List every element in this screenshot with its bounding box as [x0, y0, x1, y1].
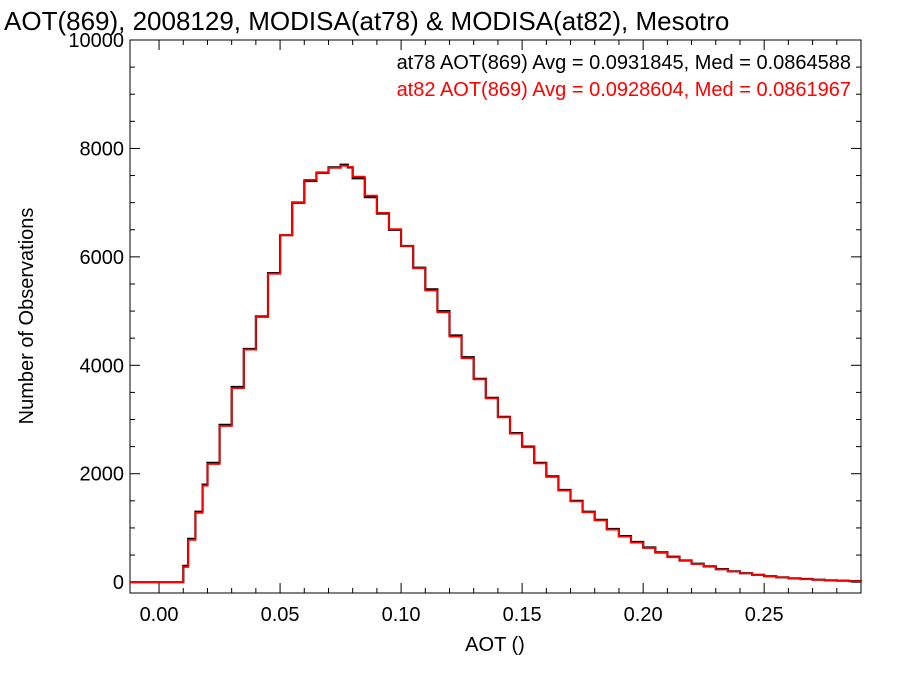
series-at78-line — [130, 163, 863, 584]
x-axis-label: AOT () — [465, 634, 525, 656]
annotation-at78: at78 AOT(869) Avg = 0.0931845, Med = 0.0… — [397, 52, 851, 74]
x-tick-label: 0.05 — [261, 604, 300, 626]
y-axis-label: Number of Observations — [16, 208, 38, 425]
plot-frame — [129, 39, 862, 594]
plot-area: 0.00 0.05 0.10 0.15 0.20 0.25 0 2000 4000 6000 800… — [68, 30, 863, 626]
x-tick-label: 0.10 — [382, 604, 421, 626]
y-tick-label: 2000 — [80, 464, 125, 486]
chart-title: AOT(869), 2008129, MODISA(at78) & MODISA… — [4, 6, 729, 36]
y-tick-label: 4000 — [80, 355, 125, 377]
y-tick-label: 10000 — [68, 30, 124, 52]
x-tick-label: 0.25 — [745, 604, 784, 626]
x-tick-label: 0.20 — [624, 604, 663, 626]
y-tick-label: 6000 — [80, 247, 125, 269]
series-at82-line — [130, 164, 862, 584]
y-tick-label: 0 — [113, 572, 124, 594]
y-tick-label: 8000 — [80, 138, 125, 160]
x-tick-label: 0.15 — [503, 604, 542, 626]
x-tick-label: 0.00 — [140, 604, 179, 626]
annotation-at82: at82 AOT(869) Avg = 0.0928604, Med = 0.0… — [397, 79, 851, 101]
